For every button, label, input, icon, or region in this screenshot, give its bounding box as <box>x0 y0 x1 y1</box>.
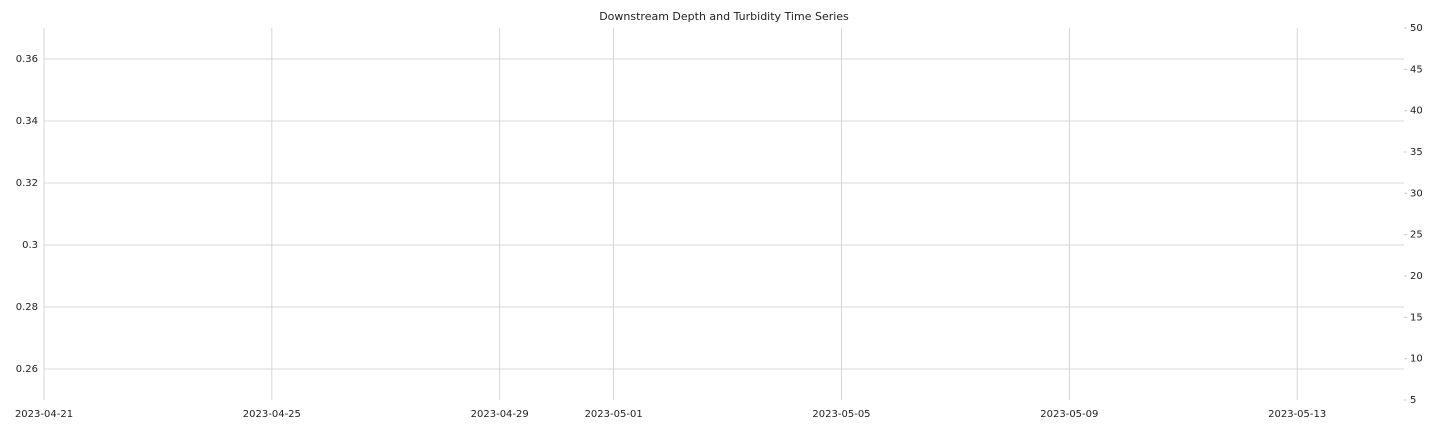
y2-tick-label: 20 <box>1410 271 1423 282</box>
y2-tick-label: 40 <box>1410 106 1423 117</box>
chart-title: Downstream Depth and Turbidity Time Seri… <box>599 10 849 23</box>
y-tick-label: 0.32 <box>16 178 38 189</box>
x-tick-label: 2023-05-09 <box>1040 409 1098 420</box>
y-tick-label: 0.26 <box>16 364 38 375</box>
x-tick-label: 2023-05-05 <box>812 409 870 420</box>
y2-tick-label: 15 <box>1410 312 1423 323</box>
y-tick-label: 0.28 <box>16 302 38 313</box>
y2-tick-label: 25 <box>1410 230 1423 241</box>
x-tick-label: 2023-05-01 <box>585 409 643 420</box>
y2-tick-label: 50 <box>1410 23 1423 34</box>
y2-tick-label: 10 <box>1410 354 1423 365</box>
y-tick-label: 0.36 <box>16 54 38 65</box>
x-tick-label: 2023-04-29 <box>471 409 529 420</box>
y2-tick-label: 5 <box>1410 395 1416 406</box>
y2-tick-label: 35 <box>1410 147 1423 158</box>
x-tick-label: 2023-04-25 <box>243 409 301 420</box>
x-tick-label: 2023-05-13 <box>1268 409 1326 420</box>
y-tick-label: 0.34 <box>16 116 38 127</box>
y-tick-label: 0.3 <box>22 240 38 251</box>
y2-tick-label: 45 <box>1410 64 1423 75</box>
x-tick-label: 2023-04-21 <box>15 409 73 420</box>
y2-tick-label: 30 <box>1410 188 1423 199</box>
